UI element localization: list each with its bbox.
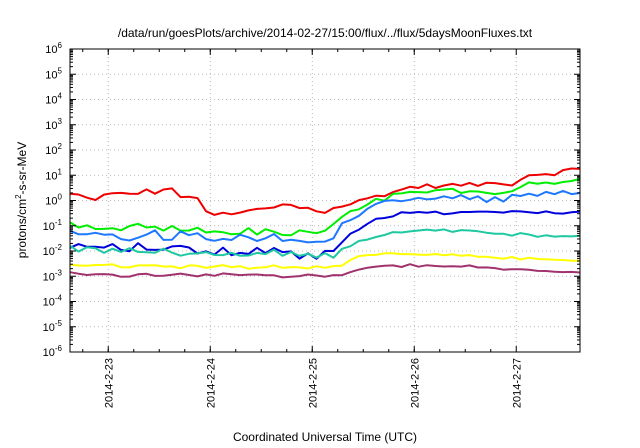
y-tick-label: 10-4 [43,294,63,309]
y-tick-label: 10-1 [43,218,63,233]
x-tick-label: 2014-2-23 [103,358,115,408]
y-tick-label: 10-2 [43,243,63,258]
series-line-1 [69,167,581,216]
y-tick-label: 104 [45,92,62,107]
y-axis-label-main: protons/cm [15,199,29,258]
y-tick-label: 10-5 [43,319,63,334]
x-tick-label: 2014-2-26 [409,358,421,408]
y-tick-label: 100 [45,193,62,208]
y-tick-label: 105 [45,66,62,81]
x-axis: 2014-2-23 2014-2-24 2014-2-25 2014-2-26 2014… [82,49,523,408]
series-line-2 [69,177,581,237]
y-axis-label-units: -s-sr-MeV [15,142,29,195]
x-tick-label: 2014-2-25 [307,358,319,408]
x-tick-label: 2014-2-27 [511,358,523,408]
y-tick-label: 10-3 [43,268,63,283]
y-axis-label: protons/cm2-s-sr-MeV [14,142,29,258]
y-tick-label: 102 [45,142,62,157]
y-tick-label: 106 [45,41,62,56]
series-line-4 [69,210,581,260]
series-line-6 [69,252,580,270]
y-tick-label: 10-6 [43,344,63,359]
x-axis-label: Coordinated Universal Time (UTC) [233,430,417,444]
y-axis: 10-6 10-5 10-4 10-3 10-2 10-1 100 101 102 103 104 1… [43,41,580,359]
series-line-7 [69,263,581,279]
x-tick-label: 2014-2-24 [205,358,217,408]
data-lines [69,167,581,279]
y-tick-label: 101 [45,167,62,182]
series-line-5 [69,228,581,259]
chart-title: /data/run/goesPlots/archive/2014-02-27/1… [118,26,533,40]
y-tick-label: 103 [45,117,62,132]
series-line-3 [69,189,581,244]
y-axis-label-exponent: 2 [14,194,23,199]
